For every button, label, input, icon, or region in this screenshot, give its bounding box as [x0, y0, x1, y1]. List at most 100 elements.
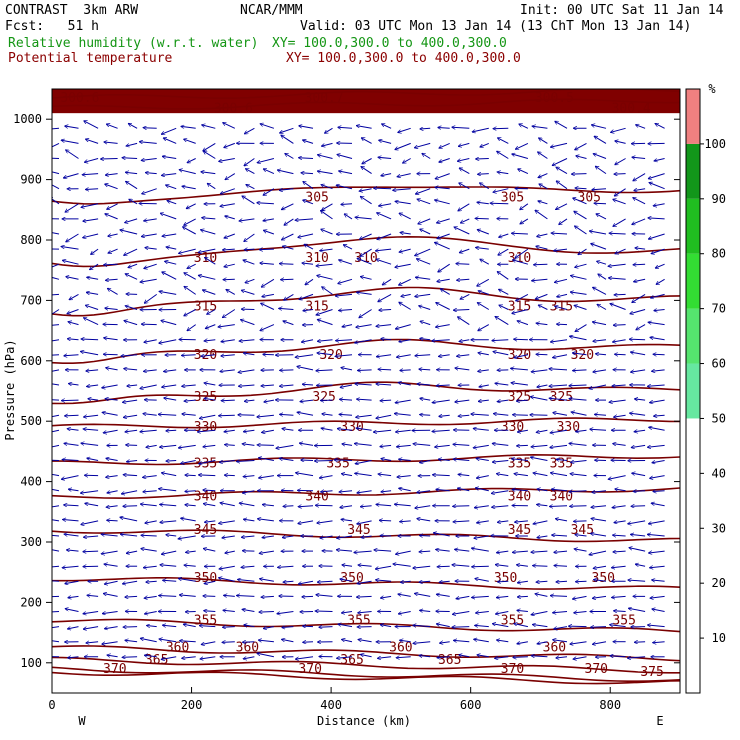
wind-vector [182, 186, 196, 190]
wind-vector [276, 444, 294, 448]
wind-vector [242, 536, 255, 537]
wind-vector [475, 506, 489, 508]
wind-vector [569, 626, 587, 627]
wind-vector [612, 385, 626, 386]
wind-vector [237, 596, 255, 597]
wind-vector [336, 185, 353, 190]
wind-vector [244, 519, 255, 521]
wind-vector [264, 400, 274, 402]
wind-vector [182, 657, 196, 659]
wind-vector [399, 340, 411, 342]
wind-vector [383, 278, 392, 285]
y-tick-label: 500 [20, 414, 42, 428]
wind-vector [342, 324, 353, 327]
wind-vector [514, 354, 528, 358]
wind-vector [415, 594, 431, 597]
wind-vector [166, 185, 177, 190]
wind-vector [243, 642, 255, 643]
wind-vector [87, 277, 99, 279]
wind-vector [477, 278, 490, 286]
wind-vector [613, 551, 626, 552]
wind-vector [357, 258, 372, 265]
wind-vector [337, 657, 353, 658]
rh-fill-layer [52, 89, 680, 693]
wind-vector [356, 428, 372, 431]
wind-vector [554, 626, 568, 629]
wind-vector [435, 173, 450, 179]
wind-vector [203, 596, 216, 597]
wind-vector [357, 399, 372, 400]
wind-vector [499, 233, 509, 237]
wind-vector [296, 473, 314, 477]
wind-vector [473, 444, 489, 448]
wind-vector [454, 227, 470, 235]
wind-vector [64, 505, 79, 506]
wind-vector [499, 305, 509, 310]
wind-vector [219, 578, 235, 582]
wind-vector [571, 461, 587, 463]
wind-vector [458, 203, 470, 211]
wind-vector [514, 474, 528, 476]
wind-vector [52, 519, 60, 522]
wind-vector [630, 413, 646, 416]
y-tick-label: 400 [20, 475, 42, 489]
wind-vector [413, 642, 431, 644]
wind-vector [453, 459, 470, 460]
wind-vector [65, 580, 79, 583]
wind-vector [458, 474, 470, 475]
wind-vector [184, 565, 196, 566]
theta-label: 300.6 [214, 101, 253, 116]
wind-vector [206, 324, 216, 329]
wind-vector [64, 534, 79, 536]
wind-vector [455, 549, 470, 551]
wind-vector [628, 657, 646, 658]
wind-vector [261, 596, 274, 597]
wind-vector [437, 624, 450, 628]
wind-vector [437, 233, 450, 239]
wind-vector [460, 293, 470, 299]
wind-vector [245, 278, 255, 282]
wind-vector [570, 474, 587, 477]
wind-vector [439, 355, 450, 357]
field1-xy: XY= 100.0,300.0 to 400.0,300.0 [272, 36, 507, 51]
wind-vector [656, 263, 665, 268]
wind-vector [358, 612, 372, 613]
wind-vector [283, 536, 294, 538]
theta-label: 350 [194, 571, 217, 586]
wind-vector [225, 475, 235, 476]
wind-vector [219, 565, 235, 569]
wind-vector [478, 303, 490, 310]
colorbar-label: 30 [712, 521, 726, 535]
wind-vector [652, 580, 665, 581]
wind-vector [556, 581, 568, 582]
wind-vector [531, 445, 548, 447]
wind-vector [120, 230, 138, 235]
wind-vector [398, 383, 411, 386]
wind-vector [536, 354, 548, 355]
wind-vector [52, 534, 60, 537]
wind-vector [573, 198, 587, 205]
wind-vector [302, 339, 314, 342]
wind-vector [377, 213, 392, 220]
field2-xy: XY= 100.0,300.0 to 400.0,300.0 [286, 51, 521, 66]
model-label: CONTRAST 3km ARW [5, 3, 139, 18]
wind-vector [495, 383, 509, 385]
wind-vector [420, 339, 431, 340]
wind-vector [355, 339, 372, 343]
wind-vector [338, 127, 353, 128]
wind-vector [105, 214, 118, 220]
wind-vector [162, 550, 177, 554]
wind-vector [356, 414, 372, 417]
wind-vector [635, 248, 646, 249]
wind-vector [615, 141, 626, 144]
wind-vector [420, 461, 431, 463]
wind-vector [497, 172, 509, 174]
wind-vector [283, 246, 294, 250]
wind-vector-layer [52, 121, 665, 660]
wind-vector [205, 258, 216, 265]
wind-vector [539, 138, 548, 144]
wind-vector [129, 124, 138, 129]
wind-vector [337, 550, 353, 551]
wind-vector [651, 503, 665, 507]
wind-vector [62, 460, 79, 461]
